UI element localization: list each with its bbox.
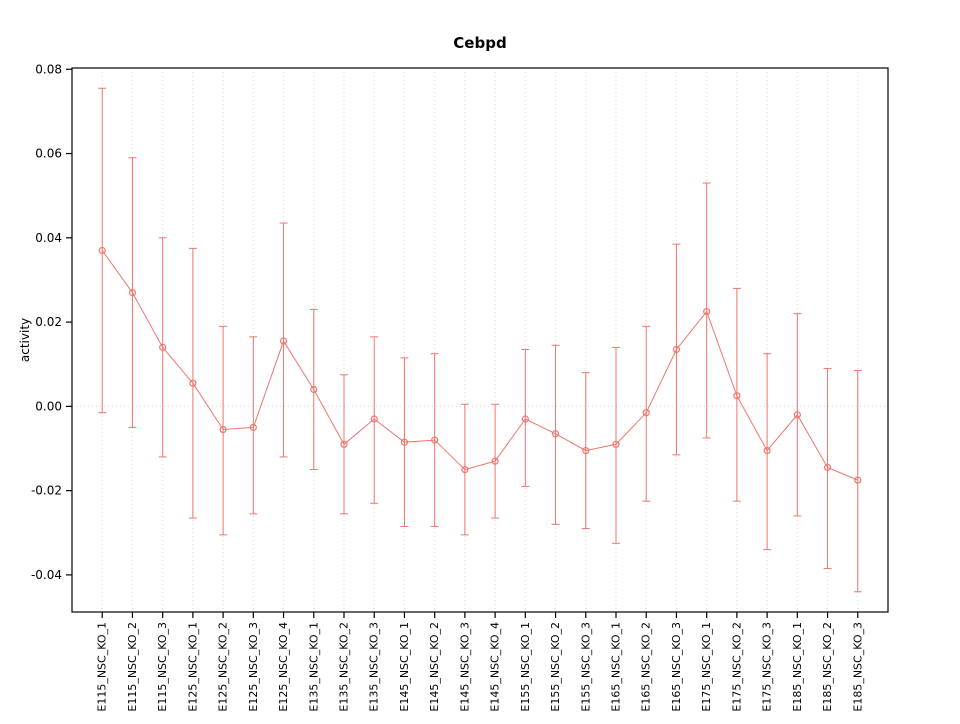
data-point [400,438,409,446]
y-tick-label: 0.02 [35,315,62,329]
x-tick-label: E115_NSC_KO_1 [96,622,109,712]
data-point [733,392,741,400]
x-tick-label: E125_NSC_KO_1 [186,622,199,712]
data-point [582,447,590,455]
data-point [98,246,106,255]
data-point [491,457,499,465]
data-point [612,440,620,448]
data-point [219,425,227,434]
x-tick-label: E145_NSC_KO_3 [458,622,471,712]
data-point [461,465,469,474]
x-tick-label: E165_NSC_KO_3 [670,622,683,712]
x-tick-label: E135_NSC_KO_1 [307,622,320,712]
x-tick-label: E175_NSC_KO_2 [730,622,743,712]
y-tick-label: 0.04 [35,231,62,245]
chart-title: Cebpd [453,34,507,52]
data-point [340,440,348,448]
data-point [703,307,711,316]
y-tick-label: -0.04 [31,568,62,582]
x-tick-label: E135_NSC_KO_3 [368,622,381,712]
x-tick-label: E125_NSC_KO_3 [247,622,260,712]
data-point [279,337,288,345]
x-tick-label: E115_NSC_KO_2 [126,622,139,712]
series-line [101,250,858,481]
data-point [521,415,529,423]
x-tick-label: E165_NSC_KO_2 [640,622,653,712]
x-tick-label: E145_NSC_KO_4 [489,622,502,712]
x-tick-label: E155_NSC_KO_1 [519,622,532,712]
y-tick-label: 0.08 [35,62,62,76]
data-point [159,343,167,351]
x-tick-label: E145_NSC_KO_2 [428,622,441,712]
x-tick-label: E175_NSC_KO_3 [761,622,774,712]
data-point [128,288,137,297]
x-tick-label: E185_NSC_KO_3 [851,622,864,712]
x-tick-label: E125_NSC_KO_2 [217,622,230,712]
data-point [672,345,681,354]
plot-border [71,67,889,613]
data-point [189,379,197,387]
data-point [431,436,439,444]
x-tick-label: E175_NSC_KO_1 [700,622,713,712]
y-tick-label: 0.06 [35,147,62,161]
x-tick-label: E125_NSC_KO_4 [277,622,290,712]
x-tick-label: E145_NSC_KO_1 [398,622,411,712]
x-tick-label: E135_NSC_KO_2 [338,622,351,712]
data-point [823,463,832,472]
data-point [763,447,771,455]
data-point [551,430,560,438]
data-point [370,415,378,423]
data-point [793,411,801,419]
data-point [249,423,257,432]
x-tick-label: E165_NSC_KO_1 [610,622,623,712]
x-tick-label: E185_NSC_KO_1 [791,622,804,712]
x-tick-label: E155_NSC_KO_3 [579,622,592,712]
x-tick-label: E155_NSC_KO_2 [549,622,562,712]
x-tick-label: E185_NSC_KO_2 [821,622,834,712]
y-tick-label: 0.00 [35,399,62,413]
y-tick-label: -0.02 [31,484,62,498]
x-tick-label: E115_NSC_KO_3 [156,622,169,712]
data-point [854,476,862,484]
data-point [642,409,650,417]
data-point [310,385,318,394]
